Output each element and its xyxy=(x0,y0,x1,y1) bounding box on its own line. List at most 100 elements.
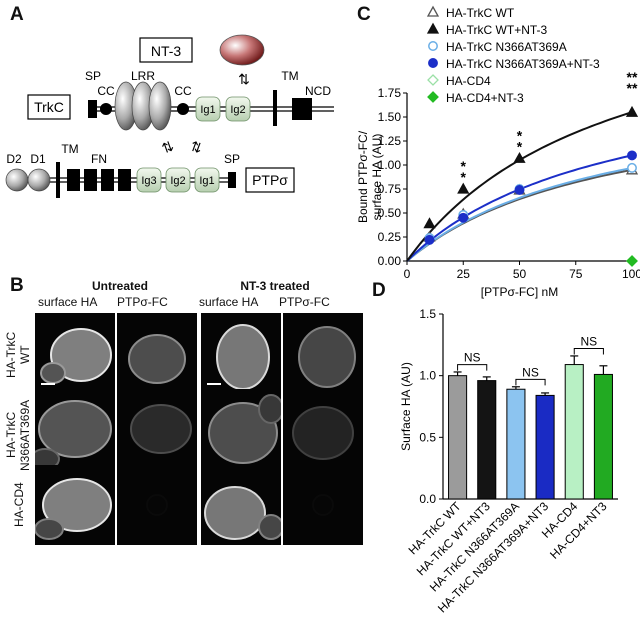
significance-bracket xyxy=(573,348,604,355)
significance-bracket xyxy=(515,378,546,386)
panel-b-letter: B xyxy=(10,275,24,296)
data-point xyxy=(513,151,526,163)
legend-label: HA-TrkC N366AT369A+NT-3 xyxy=(446,57,600,71)
significance-stars: * * xyxy=(461,158,467,185)
col-ptp-untreated: PTPσ-FC xyxy=(117,295,168,309)
y-axis-label: Bound PTPσ-FC/surface HA (AU) xyxy=(356,130,384,223)
svg-text:SP: SP xyxy=(85,69,101,83)
data-point xyxy=(625,105,639,117)
data-point xyxy=(627,150,637,161)
bar xyxy=(593,373,613,500)
svg-text:Ig2: Ig2 xyxy=(230,104,245,116)
ptp-d2 xyxy=(5,168,29,192)
legend-label: HA-TrkC WT xyxy=(446,6,515,20)
svg-text:NCD: NCD xyxy=(305,84,331,98)
x-tick-label: 25 xyxy=(457,267,471,281)
micrograph-cell xyxy=(117,465,197,545)
trkc-ncd xyxy=(292,98,312,120)
y-tick-label: 0.50 xyxy=(378,206,402,220)
significance-stars: ** ** xyxy=(627,69,638,96)
fit-curve xyxy=(406,168,633,262)
svg-text:LRR: LRR xyxy=(131,69,155,83)
micrograph-cell xyxy=(283,313,363,393)
legend-marker xyxy=(426,5,440,17)
micrograph-cell xyxy=(35,389,115,469)
col-ptp-treated: PTPσ-FC xyxy=(279,295,330,309)
ptp-sp xyxy=(228,172,236,188)
svg-text:CC: CC xyxy=(97,84,115,98)
bar xyxy=(564,364,584,500)
trkc-lrr-3 xyxy=(148,81,172,131)
svg-text:Ig1: Ig1 xyxy=(199,175,214,187)
col-surface-untreated: surface HA xyxy=(38,295,98,309)
x-tick-label: 0 xyxy=(404,267,411,281)
ptp-tm xyxy=(56,162,60,198)
trkc-ig1 xyxy=(195,96,221,122)
row-label-cd4: HA-CD4 xyxy=(12,482,26,528)
micrograph-cell xyxy=(201,313,281,393)
nt3-label: NT-3 xyxy=(151,43,182,59)
svg-text:D2: D2 xyxy=(6,152,22,166)
significance-label: NS xyxy=(464,351,481,365)
svg-text:Ig2: Ig2 xyxy=(170,175,185,187)
legend-label: HA-TrkC N366AT369A xyxy=(446,40,567,54)
svg-text:CC: CC xyxy=(174,84,192,98)
scale-bar xyxy=(41,383,55,385)
trkc-box xyxy=(27,94,71,120)
ptp-d1 xyxy=(27,168,51,192)
fit-curve xyxy=(406,166,633,262)
trkc-ig2 xyxy=(225,96,251,122)
y-tick-label: 1.5 xyxy=(419,307,436,321)
equilibrium-arrow-left: ⇅ xyxy=(159,138,175,157)
legend-marker xyxy=(428,58,438,68)
data-point xyxy=(423,217,436,229)
x-tick-label: 50 xyxy=(513,267,527,281)
ptp-fn-1 xyxy=(67,169,80,191)
trkc-cc1 xyxy=(100,103,112,115)
y-tick-label: 0.00 xyxy=(378,254,402,268)
trkc-tm xyxy=(273,90,277,126)
equilibrium-arrow-nt3: ⇅ xyxy=(238,71,250,87)
scale-bar xyxy=(207,383,221,385)
x-tick-label: 100 xyxy=(622,267,640,281)
ptp-label: PTPσ xyxy=(252,172,288,188)
legend-marker xyxy=(427,91,439,103)
svg-text:TM: TM xyxy=(281,69,298,83)
nt3-ligand xyxy=(219,34,265,66)
micrograph-cell xyxy=(283,465,363,545)
y-tick-label: 1.25 xyxy=(378,134,402,148)
ptp-fn-2 xyxy=(84,169,97,191)
x-axis-label: [PTPσ-FC] nM xyxy=(481,285,558,299)
trkc-cc2 xyxy=(177,103,189,115)
fit-curve xyxy=(406,154,633,262)
svg-text:SP: SP xyxy=(224,152,240,166)
row-label-trkc-wt: HA-TrkC WT xyxy=(4,331,32,379)
micrograph-cell xyxy=(201,389,281,469)
bar xyxy=(506,388,526,500)
binding-chart: HA-TrkC WT HA-TrkC WT+NT-3 HA-TrkC N366AT3… xyxy=(356,5,640,299)
panel-c-letter: C xyxy=(357,4,371,25)
ptp-fn-4 xyxy=(118,169,131,191)
nt3-box xyxy=(139,37,193,63)
legend-label: HA-CD4 xyxy=(446,74,491,88)
legend-label: HA-CD4+NT-3 xyxy=(446,91,524,105)
data-point xyxy=(457,182,470,194)
trkc-label: TrkC xyxy=(34,99,64,115)
panel-a-letter: A xyxy=(10,4,24,25)
legend-marker xyxy=(428,41,438,51)
y-tick-label: 0.75 xyxy=(378,182,402,196)
svg-text:Ig1: Ig1 xyxy=(200,104,215,116)
treated-header: NT-3 treated xyxy=(240,279,310,293)
ptp-ig1 xyxy=(194,167,220,193)
micrograph-cell xyxy=(35,313,115,393)
significance-label: NS xyxy=(580,335,597,349)
micrograph-cell xyxy=(283,389,363,469)
ptp-box xyxy=(245,167,295,193)
data-point xyxy=(514,185,525,195)
micrograph-cell xyxy=(117,389,197,469)
micrograph-cell xyxy=(201,465,281,545)
svg-text:TM: TM xyxy=(61,142,78,156)
domain-diagram: NT-3 ⇅ TrkC Ig1 Ig2 SP CC LRR CC TM NCD … xyxy=(5,34,334,198)
y-tick-label: 1.50 xyxy=(378,110,402,124)
